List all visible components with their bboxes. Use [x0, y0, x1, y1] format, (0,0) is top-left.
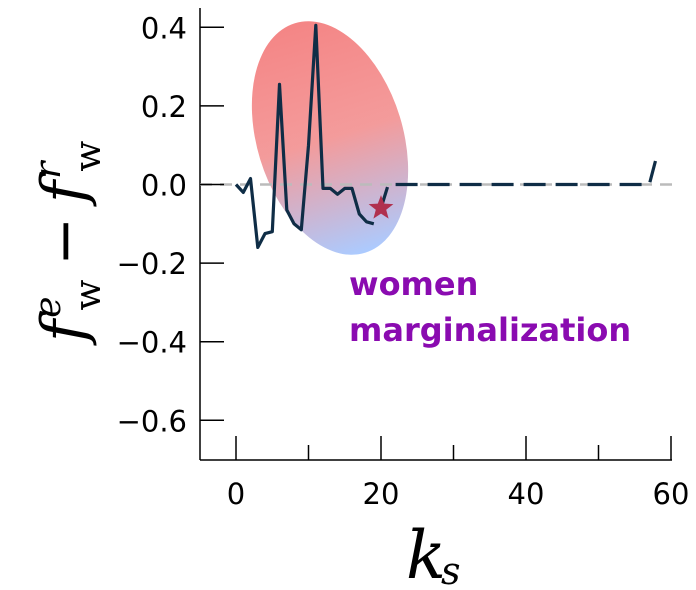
y-tick-label: −0.6	[117, 404, 187, 438]
annotation-line-1: women	[349, 265, 478, 303]
svg-text:s: s	[441, 549, 461, 590]
x-tick-label: 60	[653, 477, 690, 511]
y-tick-label: −0.2	[117, 247, 187, 281]
y-tick-label: −0.4	[117, 326, 187, 360]
x-tick-label: 40	[508, 477, 545, 511]
highlight-ellipse	[251, 21, 409, 255]
x-tick-label: 20	[363, 477, 400, 511]
marker-layer	[368, 195, 394, 219]
x-ticks: 0 20 40 60	[227, 436, 690, 511]
y-tick-label: 0.4	[141, 11, 187, 45]
series-layer	[234, 23, 659, 249]
y-tick-label: 0.0	[141, 169, 187, 203]
y-axis-label: few−frw	[28, 141, 109, 346]
svg-text:few−frw: few−frw	[28, 141, 109, 346]
plot-axes	[199, 8, 672, 461]
x-tick-label: 0	[227, 477, 245, 511]
series-line-solid	[234, 23, 375, 249]
y-ticks: 0.4 0.2 0.0 −0.2 −0.4 −0.6	[117, 11, 224, 438]
svg-text:k: k	[406, 517, 446, 590]
series-line-dashed	[379, 156, 659, 209]
y-tick-label: 0.2	[141, 90, 187, 124]
x-axis-label: k s	[406, 517, 461, 590]
annotation-line-2: marginalization	[349, 311, 631, 349]
star-marker	[368, 195, 394, 219]
